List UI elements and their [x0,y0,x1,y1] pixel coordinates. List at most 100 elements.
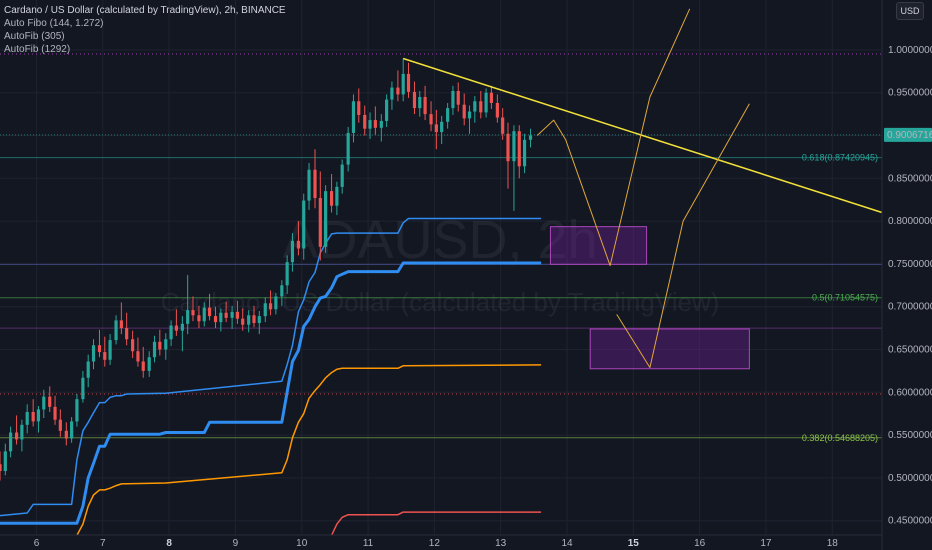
candle-body [213,316,218,323]
price-axis-tick: 0.65000000 [888,345,932,356]
candle-body [31,411,35,422]
candle-body [451,90,455,109]
candle-body [379,120,383,128]
candle-body [517,131,521,167]
price-axis-tick: 0.50000000 [888,473,932,484]
candle-body [174,325,178,331]
candle-body [202,307,206,322]
candle-body [501,117,505,134]
last-price-marker [884,127,932,142]
candle-body [9,432,13,452]
candle-body [0,464,2,472]
candle-body [434,124,438,133]
time-axis-tick: 11 [363,538,374,549]
autofib-blue-thin-line [0,217,542,517]
candle-body [152,341,157,358]
candle-body [479,101,483,113]
candle-body [108,340,112,360]
currency-unit-button[interactable]: USD [896,2,924,20]
candle-body [119,320,123,329]
candle-body [390,87,394,100]
candle-body [429,114,433,125]
candle-body [58,419,62,431]
candle-body [351,101,356,133]
candle-body [125,328,129,340]
candle-body [197,315,201,322]
candle-body [446,108,450,122]
candle-body [423,96,427,115]
candle-body [418,96,422,109]
time-axis-tick: 8 [166,538,172,549]
candle-body [274,296,278,310]
fib-level-label: 0.5(0.71054575) [812,293,878,303]
price-axis-tick: 0.70000000 [888,302,932,313]
trendline-resistance [402,57,883,214]
legend-indicator-autofib-305[interactable]: AutoFib (305) [4,31,65,42]
price-axis-tick: 0.95000000 [888,88,932,99]
time-axis-tick: 14 [561,538,573,549]
candle-body [114,320,118,341]
candle-body [86,361,90,378]
legend-indicator-autofib-1292[interactable]: AutoFib (1292) [4,44,71,55]
autofib-orange-line [76,364,542,536]
candle-body [235,311,240,319]
fib-level-label: 0.618(0.87420945) [802,153,878,163]
last-price-label: 0.90067162 [887,130,932,141]
target-zone-box[interactable] [589,328,750,370]
candle-body [406,73,411,92]
watermark-description: Cardano / US Dollar (calculated by Tradi… [161,287,720,317]
candle-body [346,132,350,165]
candle-body [164,339,168,350]
time-axis-tick: 10 [296,538,308,549]
candle-body [373,120,377,128]
candle-body [335,186,339,206]
candle-body [357,101,361,115]
candle-body [340,164,344,187]
candle-body [224,312,228,318]
candle-body [280,285,284,297]
candle-body [324,191,328,247]
candle-body [180,323,184,331]
candle-body [20,424,24,440]
candle-body [53,406,57,420]
price-axis-tick: 1.00000000 [888,45,932,56]
candle-body [484,92,488,113]
time-axis-tick: 18 [827,538,839,549]
candle-body [75,399,79,422]
candle-body [296,240,301,249]
candle-body [313,169,317,198]
time-axis-tick: 15 [628,538,640,549]
candle-body [252,315,256,323]
chart-legend: Cardano / US Dollar (calculated by Tradi… [4,4,286,56]
projection-path-2 [616,103,750,368]
target-zone-box[interactable] [549,226,648,265]
price-axis-tick: 0.45000000 [888,516,932,527]
candle-body [495,102,499,118]
candle-body [506,133,510,162]
candle-body [247,315,251,325]
candle-body [528,135,533,140]
candle-body [473,101,477,112]
candle-body [412,91,417,109]
candle-body [318,197,322,247]
candle-body [263,303,267,317]
time-axis-tick: 16 [694,538,706,549]
candle-body [401,73,405,95]
candle-body [64,430,68,439]
projection-path-1 [536,8,691,267]
candle-body [131,339,135,352]
candle-body [363,114,367,129]
legend-indicator-auto-fibo[interactable]: Auto Fibo (144, 1.272) [4,18,104,29]
autofib-blue-thick-line [0,261,542,525]
candle-body [302,200,306,249]
candle-body [257,316,261,323]
candle-body [158,341,162,350]
candle-body [368,120,372,129]
candle-body [512,131,516,162]
time-axis-tick: 13 [495,538,507,549]
candle-body [141,361,145,371]
candle-body [522,139,527,167]
candle-body [48,396,52,407]
